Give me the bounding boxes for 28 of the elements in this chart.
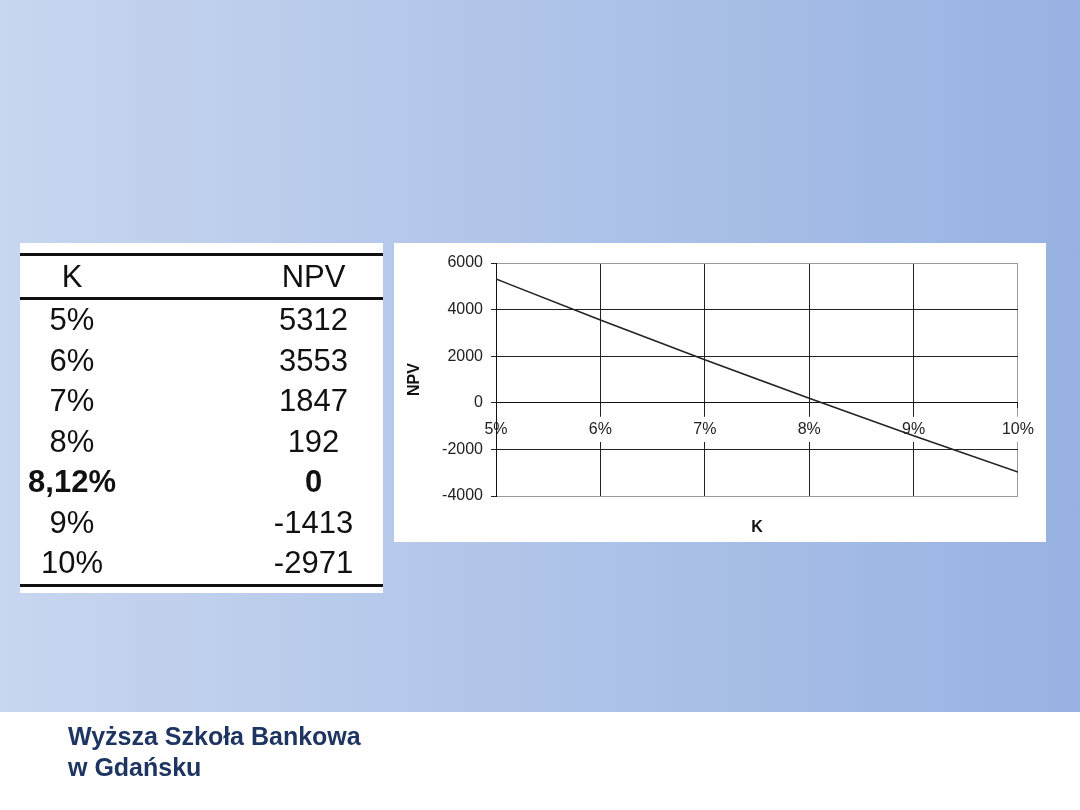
text: -1413 — [272, 503, 355, 542]
y-tick-label: 4000 — [447, 300, 484, 318]
text: 8,12% — [27, 463, 117, 502]
text: 192 — [286, 422, 341, 461]
text: 0 — [303, 463, 324, 502]
text: 5312 — [278, 301, 349, 340]
y-tick-label: -4000 — [442, 486, 484, 504]
y-axis-title: NPV — [405, 362, 423, 396]
y-tick-label: -2000 — [442, 439, 484, 457]
x-axis-title: K — [751, 518, 764, 536]
text: Wyższa Szkoła Bankowa w Gdańsku — [68, 721, 361, 783]
x-tick-label: 7% — [693, 419, 717, 437]
x-tick-label: 6% — [588, 419, 612, 437]
text: 1847 — [278, 382, 349, 421]
text: 3553 — [278, 341, 349, 380]
text: NPV — [244, 254, 383, 299]
x-tick-label: 9% — [902, 419, 926, 437]
x-tick-label: 8% — [797, 419, 821, 437]
y-tick-label: 2000 — [447, 346, 484, 364]
y-tick-label: 6000 — [447, 253, 484, 271]
text: 6% — [48, 341, 96, 380]
text: 9% — [48, 503, 96, 542]
x-tick-label: 10% — [1001, 419, 1034, 437]
y-tick-label: 0 — [474, 393, 484, 411]
text: K — [20, 254, 124, 299]
text: -2971 — [272, 544, 355, 583]
text: 10% — [39, 544, 104, 583]
text: 5% — [48, 301, 96, 340]
